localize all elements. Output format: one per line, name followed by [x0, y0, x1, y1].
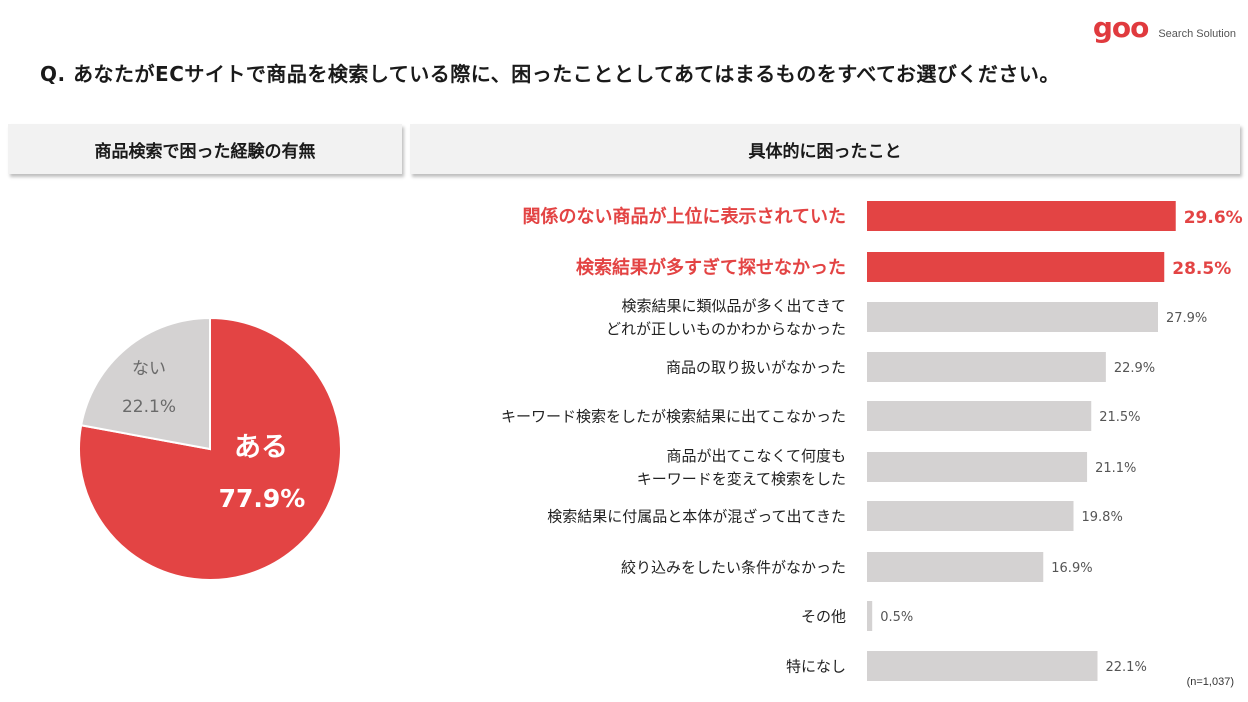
- bar-value-label-1: 28.5%: [1172, 259, 1231, 279]
- bar-value-label-8: 0.5%: [880, 610, 913, 625]
- bar-category-label-5-line0: 商品が出てこなくて何度も: [666, 447, 846, 465]
- bar-category-label-2-line0: 検索結果に類似品が多く出てきて: [621, 297, 846, 315]
- bar-4: [867, 401, 1092, 431]
- logo-subtitle: Search Solution: [1158, 28, 1236, 40]
- bar-value-label-3: 22.9%: [1114, 361, 1155, 376]
- right-section-header: 具体的に困ったこと: [410, 124, 1240, 174]
- bar-value-label-9: 22.1%: [1106, 660, 1147, 675]
- pie-value-no: 22.1%: [122, 397, 176, 417]
- bar-2: [867, 302, 1158, 332]
- bar-category-label-5-line1: キーワードを変えて検索をした: [637, 470, 846, 488]
- bar-1: [867, 252, 1165, 282]
- bar-6: [867, 501, 1074, 531]
- bar-0: [867, 201, 1176, 231]
- bar-category-label-3: 商品の取り扱いがなかった: [666, 358, 846, 376]
- bar-7: [867, 552, 1044, 582]
- bar-value-label-0: 29.6%: [1184, 208, 1243, 228]
- bar-category-label-6: 検索結果に付属品と本体が混ざって出てきた: [547, 507, 846, 525]
- bar-9: [867, 651, 1098, 681]
- bar-category-label-8: その他: [801, 607, 846, 625]
- bar-category-label-7: 絞り込みをしたい条件がなかった: [621, 558, 846, 576]
- bar-category-label-4: キーワード検索をしたが検索結果に出てこなかった: [501, 407, 846, 425]
- bar-value-label-7: 16.9%: [1051, 561, 1092, 576]
- bar-value-label-5: 21.1%: [1095, 461, 1136, 476]
- goo-logo: goo Search Solution: [1093, 14, 1236, 42]
- logo-mark: goo: [1092, 11, 1150, 44]
- bar-8: [867, 601, 873, 631]
- pie-label-no: ない: [132, 359, 166, 379]
- bar-category-label-9: 特になし: [786, 657, 846, 675]
- bar-3: [867, 352, 1106, 382]
- bar-category-label-2-line1: どれが正しいものかわからなかった: [606, 320, 846, 338]
- pie-slice-no: [80, 316, 211, 451]
- bar-5: [867, 452, 1088, 482]
- pie-value-yes: 77.9%: [219, 484, 306, 513]
- bar-category-label-0: 関係のない商品が上位に表示されていた: [523, 205, 846, 227]
- sample-size-note: (n=1,037): [1186, 676, 1234, 688]
- bar-value-label-2: 27.9%: [1166, 311, 1207, 326]
- pie-label-yes: ある: [234, 432, 288, 463]
- bar-category-label-1: 検索結果が多すぎて探せなかった: [576, 256, 846, 278]
- bar-value-label-4: 21.5%: [1099, 410, 1140, 425]
- question-title: Q. あなたがECサイトで商品を検索している際に、困ったこととしてあてはまるもの…: [40, 62, 1060, 86]
- bar-value-label-6: 19.8%: [1082, 510, 1123, 525]
- left-section-header: 商品検索で困った経験の有無: [8, 124, 402, 174]
